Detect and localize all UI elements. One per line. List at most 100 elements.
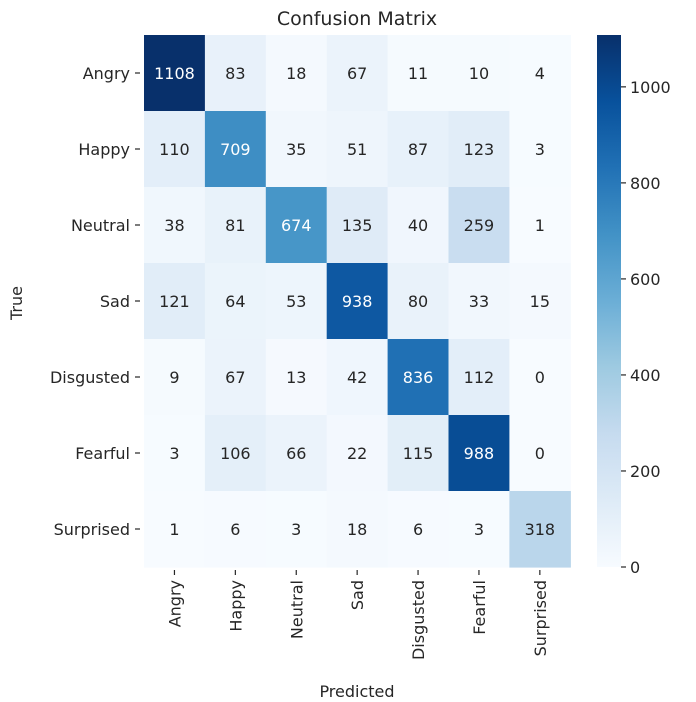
row-tick-label: Happy [78, 140, 130, 159]
cell-value-label: 87 [408, 140, 428, 159]
heatmap-cell [204, 35, 267, 112]
cell-value-label: 106 [220, 444, 251, 463]
chart-title: Confusion Matrix [277, 8, 437, 30]
x-axis-label: Predicted [319, 682, 394, 701]
heatmap-cell [448, 415, 510, 492]
heatmap-cell [387, 263, 450, 340]
cell-value-label: 0 [535, 368, 545, 387]
heatmap-cell [509, 491, 571, 568]
colorbar [597, 35, 621, 567]
heatmap-cell [204, 263, 267, 340]
row-tick-label: Fearful [75, 444, 130, 463]
heatmap-cell [144, 491, 206, 568]
col-tick-label: Sad [348, 580, 367, 610]
cell-value-label: 135 [342, 216, 373, 235]
cell-value-label: 80 [408, 292, 428, 311]
heatmap-cell [326, 111, 389, 188]
col-tick-label: Neutral [287, 580, 306, 639]
heatmap-cell [448, 35, 510, 112]
col-tick-label: Happy [226, 580, 245, 632]
heatmap-cell [387, 491, 450, 568]
cell-value-label: 6 [413, 520, 423, 539]
heatmap-cell [326, 339, 389, 416]
heatmap-cell [204, 187, 267, 264]
heatmap-cell [265, 491, 328, 568]
cell-value-label: 3 [169, 444, 179, 463]
heatmap-cell [448, 339, 510, 416]
heatmap-cell [509, 415, 571, 492]
cell-value-label: 18 [347, 520, 367, 539]
heatmap-cell [326, 187, 389, 264]
colorbar-tick-label: 200 [630, 462, 661, 481]
heatmap-cell [144, 187, 206, 264]
col-tick-label: Fearful [470, 580, 489, 635]
heatmap-cell [204, 491, 267, 568]
cell-value-label: 83 [225, 64, 245, 83]
cell-value-label: 123 [464, 140, 495, 159]
heatmap-cell [265, 339, 328, 416]
cell-value-label: 110 [159, 140, 190, 159]
heatmap-cell [265, 187, 328, 264]
heatmap-cell [509, 111, 571, 188]
cell-value-label: 33 [469, 292, 489, 311]
heatmap-cell [509, 35, 571, 112]
heatmap-cell [204, 415, 267, 492]
heatmap-cell [265, 415, 328, 492]
cell-value-label: 3 [474, 520, 484, 539]
cell-value-label: 15 [530, 292, 550, 311]
cell-value-label: 22 [347, 444, 367, 463]
cell-value-label: 112 [464, 368, 495, 387]
y-axis-label: True [7, 286, 26, 321]
cell-value-label: 0 [535, 444, 545, 463]
heatmap-cell [144, 263, 206, 340]
heatmap-cell [509, 187, 571, 264]
cell-value-label: 53 [286, 292, 306, 311]
cell-value-label: 709 [220, 140, 251, 159]
row-tick-label: Surprised [54, 520, 130, 539]
heatmap-cell [326, 415, 389, 492]
cell-value-label: 11 [408, 64, 428, 83]
cell-value-label: 318 [525, 520, 556, 539]
row-tick-label: Disgusted [50, 368, 130, 387]
colorbar-ticks: 0 200 400 600 800 1000 [621, 78, 671, 577]
heatmap-cell [448, 491, 510, 568]
heatmap-cell [326, 263, 389, 340]
heatmap-cell [387, 339, 450, 416]
cell-value-label: 115 [403, 444, 434, 463]
cell-value-label: 35 [286, 140, 306, 159]
colorbar-tick-label: 600 [630, 270, 661, 289]
colorbar-tick-label: 0 [630, 558, 640, 577]
cell-value-label: 51 [347, 140, 367, 159]
heatmap-cell [509, 339, 571, 416]
cell-value-label: 18 [286, 64, 306, 83]
cell-value-label: 9 [169, 368, 179, 387]
row-tick-label: Angry [83, 64, 130, 83]
cell-value-label: 6 [230, 520, 240, 539]
col-tick-label: Disgusted [409, 580, 428, 660]
heatmap-cell [387, 111, 450, 188]
heatmap-cell [448, 187, 510, 264]
cell-value-label: 40 [408, 216, 428, 235]
cell-value-label: 38 [164, 216, 184, 235]
col-tick-label: Surprised [531, 580, 550, 656]
heatmap-cell [265, 263, 328, 340]
heatmap-cell [387, 35, 450, 112]
row-tick-label: Sad [100, 292, 130, 311]
heatmap-cell [326, 35, 389, 112]
heatmap-cell [144, 111, 206, 188]
heatmap-cell [448, 111, 510, 188]
heatmap-cell [326, 491, 389, 568]
cell-value-label: 10 [469, 64, 489, 83]
cell-value-label: 67 [347, 64, 367, 83]
col-tick-label: Angry [165, 580, 184, 627]
cell-value-label: 4 [535, 64, 545, 83]
col-labels: Angry Happy Neutral Sad Disgusted Fearful Surp… [165, 570, 550, 660]
colorbar-tick-label: 800 [630, 174, 661, 193]
cell-value-label: 1 [535, 216, 545, 235]
cell-value-label: 938 [342, 292, 373, 311]
heatmap-cell [144, 415, 206, 492]
cell-value-label: 42 [347, 368, 367, 387]
cell-value-label: 13 [286, 368, 306, 387]
cell-value-label: 3 [291, 520, 301, 539]
